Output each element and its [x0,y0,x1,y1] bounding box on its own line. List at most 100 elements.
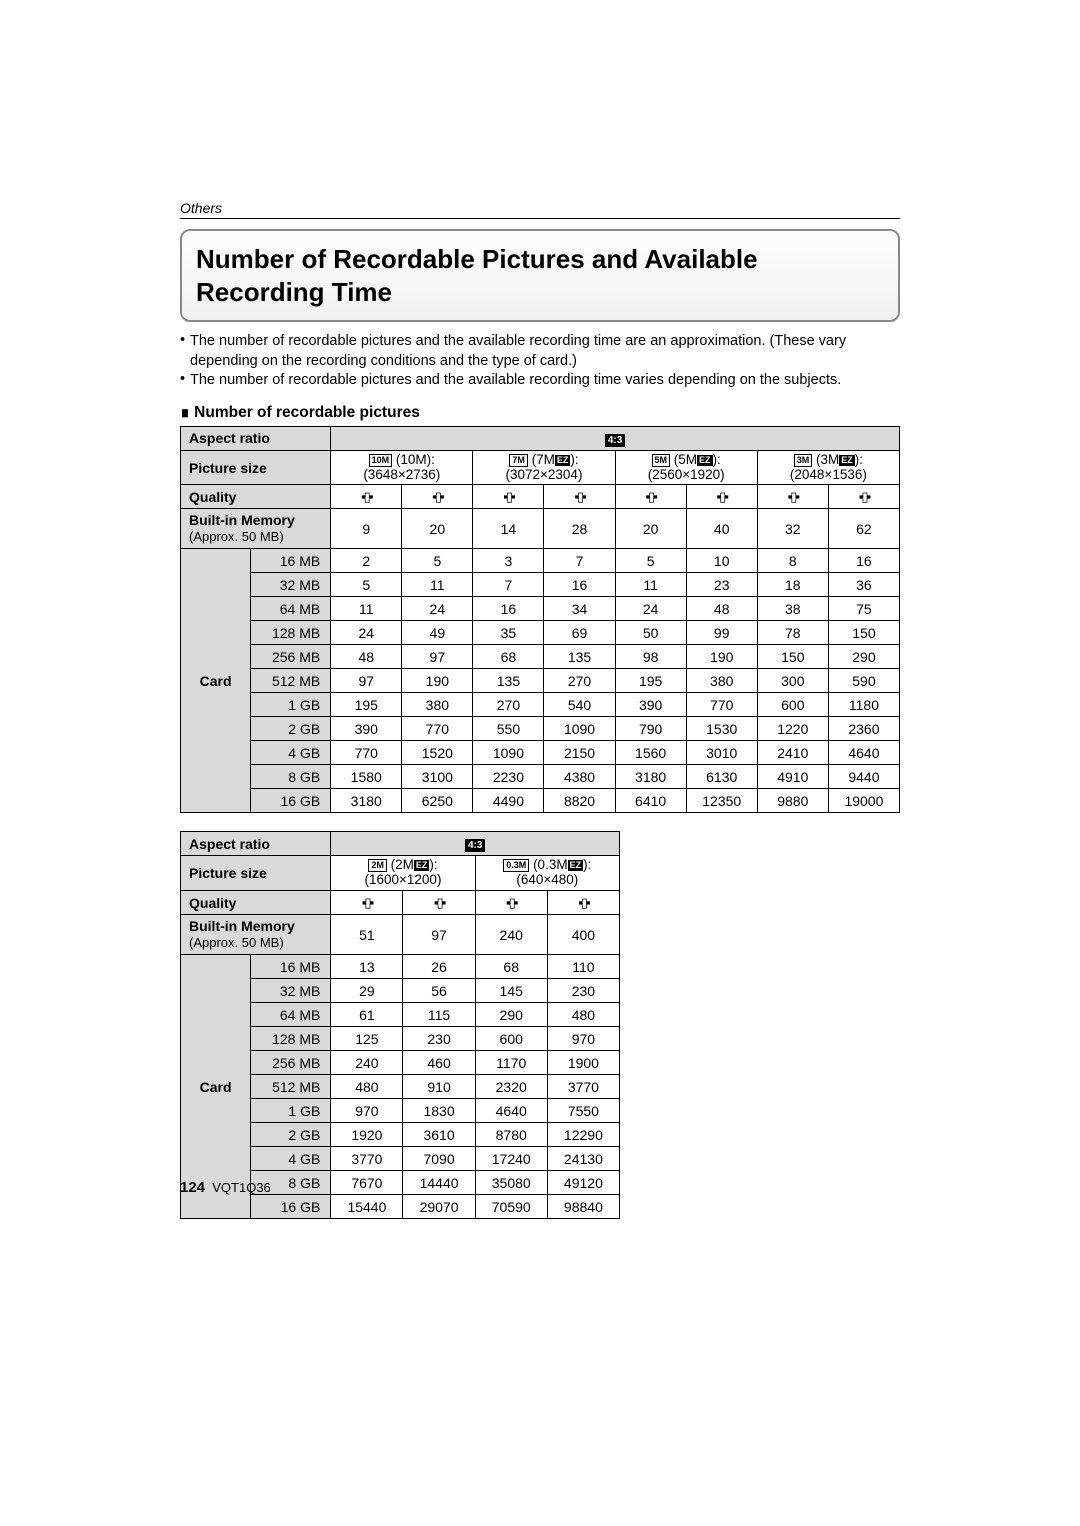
table-cell: 1170 [475,1051,547,1075]
quality-fine-icon: ▪▯▪ [473,485,544,509]
table-cell: 380 [686,669,757,693]
table-cell: 390 [615,693,686,717]
table-cell: 150 [828,621,899,645]
table-cell: 19000 [828,789,899,813]
footer: 124 VQT1Q36 [180,1179,271,1196]
card-size: 16 MB [251,955,331,979]
table-cell: 600 [475,1027,547,1051]
ratio-43-icon: 4:3 [465,839,485,852]
t1-builtin-0: 9 [331,509,402,549]
table-cell: 97 [402,645,473,669]
table-cell: 480 [547,1003,619,1027]
table-cell: 8780 [475,1123,547,1147]
quality-std-icon: ▪▯▪ [403,891,475,915]
table-cell: 5 [615,549,686,573]
table-cell: 1580 [331,765,402,789]
table-cell: 7670 [331,1171,403,1195]
t1-builtin-5: 40 [686,509,757,549]
intro-bullets: •The number of recordable pictures and t… [180,332,900,391]
card-size: 16 GB [251,789,331,813]
table-cell: 110 [547,955,619,979]
bullet-1: The number of recordable pictures and th… [190,332,900,371]
table-cell: 56 [403,979,475,1003]
subheading: Number of recordable pictures [180,403,900,422]
table-cell: 5 [402,549,473,573]
table-cell: 195 [615,669,686,693]
table-cell: 1920 [331,1123,403,1147]
page-title: Number of Recordable Pictures and Availa… [196,243,884,308]
t2-builtin-0: 51 [331,915,403,955]
table-cell: 7090 [403,1147,475,1171]
t2-builtin-2: 240 [475,915,547,955]
table-cell: 48 [686,597,757,621]
table-cell: 99 [686,621,757,645]
table-cell: 3770 [547,1075,619,1099]
card-size: 256 MB [251,1051,331,1075]
table-cell: 97 [331,669,402,693]
table-cell: 5 [331,573,402,597]
table-cell: 240 [331,1051,403,1075]
table-cell: 68 [475,955,547,979]
card-size: 32 MB [251,573,331,597]
table-cell: 480 [331,1075,403,1099]
table-1: Aspect ratio 4:3 Picture size 10M (10M):… [180,426,900,814]
table-cell: 4490 [473,789,544,813]
table-cell: 69 [544,621,615,645]
table-cell: 970 [547,1027,619,1051]
table-cell: 70590 [475,1195,547,1219]
card-size: 128 MB [251,1027,331,1051]
table-cell: 6130 [686,765,757,789]
table-cell: 2410 [757,741,828,765]
table-cell: 910 [403,1075,475,1099]
quality-fine-icon: ▪▯▪ [615,485,686,509]
table-cell: 35 [473,621,544,645]
table-cell: 3010 [686,741,757,765]
table-cell: 230 [547,979,619,1003]
table-cell: 270 [544,669,615,693]
table-cell: 11 [615,573,686,597]
table-cell: 16 [544,573,615,597]
table-cell: 61 [331,1003,403,1027]
table-cell: 98840 [547,1195,619,1219]
table-cell: 3 [473,549,544,573]
table-cell: 35080 [475,1171,547,1195]
table-cell: 135 [544,645,615,669]
card-size: 128 MB [251,621,331,645]
table-cell: 1090 [473,741,544,765]
table-cell: 1560 [615,741,686,765]
table-cell: 9440 [828,765,899,789]
t1-ps-0: 10M (10M):(3648×2736) [331,450,473,485]
table-cell: 3770 [331,1147,403,1171]
table-cell: 230 [403,1027,475,1051]
card-size: 512 MB [251,669,331,693]
t1-builtin-3: 28 [544,509,615,549]
quality-fine-icon: ▪▯▪ [331,891,403,915]
table-cell: 270 [473,693,544,717]
table-cell: 10 [686,549,757,573]
table-cell: 23 [686,573,757,597]
quality-fine-icon: ▪▯▪ [757,485,828,509]
table-cell: 75 [828,597,899,621]
t2-builtin-label: Built-in Memory(Approx. 50 MB) [181,915,331,955]
doc-code: VQT1Q36 [212,1180,271,1195]
card-size: 8 GB [251,765,331,789]
table-cell: 8820 [544,789,615,813]
table-cell: 2320 [475,1075,547,1099]
table-cell: 98 [615,645,686,669]
t1-builtin-2: 14 [473,509,544,549]
t1-aspect-ratio-value: 4:3 [331,426,900,450]
table-cell: 1180 [828,693,899,717]
t2-aspect-ratio-label: Aspect ratio [181,832,331,856]
t2-builtin-3: 400 [547,915,619,955]
t1-builtin-1: 20 [402,509,473,549]
card-size: 2 GB [251,1123,331,1147]
table-cell: 49 [402,621,473,645]
table-cell: 3180 [331,789,402,813]
table-cell: 2 [331,549,402,573]
table-cell: 29 [331,979,403,1003]
table-cell: 7 [544,549,615,573]
table-cell: 24 [331,621,402,645]
t1-builtin-7: 62 [828,509,899,549]
t2-aspect-ratio-value: 4:3 [331,832,620,856]
table-cell: 24130 [547,1147,619,1171]
